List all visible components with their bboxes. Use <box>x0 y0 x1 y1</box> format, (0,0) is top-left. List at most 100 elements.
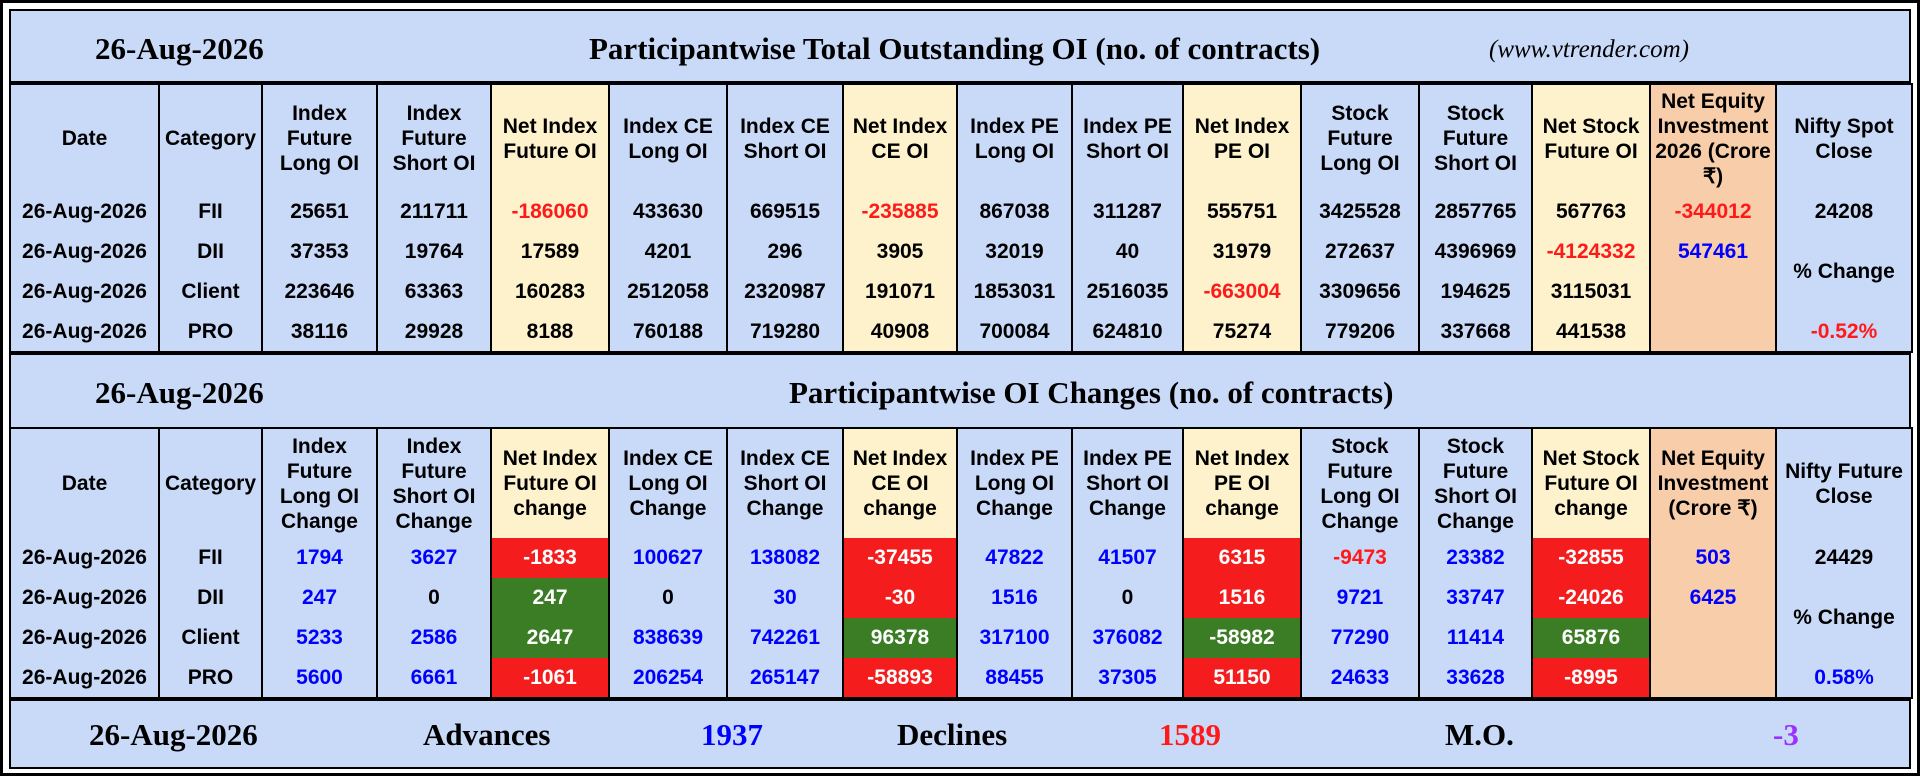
col-header: Index Future Short OI <box>376 84 492 192</box>
cell: 719280 <box>726 312 844 352</box>
cell: 2512058 <box>608 272 728 312</box>
cell: 0 <box>376 578 492 618</box>
col-header: Net Index PE OI change <box>1182 428 1302 538</box>
cell <box>1649 658 1777 698</box>
col-header: Stock Future Long OI <box>1300 84 1420 192</box>
cell: 38116 <box>261 312 378 352</box>
cell: 77290 <box>1300 618 1420 658</box>
cell: 555751 <box>1182 192 1302 232</box>
cell: 51150 <box>1182 658 1302 698</box>
cell: -32855 <box>1531 538 1651 578</box>
col-header: Category <box>158 84 263 192</box>
cell: 3309656 <box>1300 272 1420 312</box>
row-category: PRO <box>158 658 263 698</box>
cell: 272637 <box>1300 232 1420 272</box>
oi-changes-table: Date Category Index Future Long OI Chang… <box>9 427 1913 699</box>
cell: -58982 <box>1182 618 1302 658</box>
cell: 194625 <box>1418 272 1533 312</box>
cell: 2857765 <box>1418 192 1533 232</box>
cell: 33628 <box>1418 658 1533 698</box>
cell: 0 <box>608 578 728 618</box>
cell: 567763 <box>1531 192 1651 232</box>
cell: -37455 <box>842 538 958 578</box>
col-header: Net Index CE OI <box>842 84 958 192</box>
cell: -8995 <box>1531 658 1651 698</box>
col-header: Stock Future Short OI <box>1418 84 1533 192</box>
cell: 3425528 <box>1300 192 1420 232</box>
col-header: Net Equity Investment 2026 (Crore ₹) <box>1649 84 1777 192</box>
cell: 433630 <box>608 192 728 232</box>
row-category: FII <box>158 538 263 578</box>
cell: -1061 <box>490 658 610 698</box>
cell: 4201 <box>608 232 728 272</box>
cell: 5600 <box>261 658 378 698</box>
col-header: Net Equity Investment (Crore ₹) <box>1649 428 1777 538</box>
cell: -1833 <box>490 538 610 578</box>
table-row: 26-Aug-2026 DII 247 0 247 0 30 -30 1516 … <box>9 578 1913 658</box>
cell: 6425 <box>1649 578 1777 618</box>
cell: 160283 <box>490 272 610 312</box>
mo-value: -3 <box>1773 717 1799 752</box>
col-header: Net Index PE OI <box>1182 84 1302 192</box>
cell: 25651 <box>261 192 378 232</box>
cell: 8188 <box>490 312 610 352</box>
cell: -9473 <box>1300 538 1420 578</box>
cell: 6315 <box>1182 538 1302 578</box>
cell: 4396969 <box>1418 232 1533 272</box>
col-header: Index PE Short OI Change <box>1071 428 1184 538</box>
cell <box>1649 272 1777 312</box>
table-row: 26-Aug-2026 DII 37353 19764 17589 4201 2… <box>9 232 1913 312</box>
cell: 311287 <box>1071 192 1184 232</box>
cell: 441538 <box>1531 312 1651 352</box>
cell: -4124332 <box>1531 232 1651 272</box>
cell: 247 <box>261 578 378 618</box>
outstanding-oi-table: Date Category Index Future Long OI Index… <box>9 83 1913 353</box>
cell: 742261 <box>726 618 844 658</box>
col-header: Index CE Long OI <box>608 84 728 192</box>
header-row: Date Category Index Future Long OI Index… <box>9 84 1913 192</box>
col-header: Net Index Future OI <box>490 84 610 192</box>
col-header: Index Future Long OI Change <box>261 428 378 538</box>
nifty-future-value: 24429 <box>1775 538 1913 578</box>
nifty-change-value: -0.52% <box>1775 312 1913 352</box>
cell: 838639 <box>608 618 728 658</box>
col-header: Date <box>9 428 160 538</box>
cell: 2586 <box>376 618 492 658</box>
col-header: Index Future Long OI <box>261 84 378 192</box>
col-header: Index PE Long OI <box>956 84 1073 192</box>
cell: 1516 <box>956 578 1073 618</box>
cell: -58893 <box>842 658 958 698</box>
cell: 24633 <box>1300 658 1420 698</box>
cell: 2516035 <box>1071 272 1184 312</box>
col-header: Stock Future Long OI Change <box>1300 428 1420 538</box>
table-row: 26-Aug-2026 FII 25651 211711 -186060 433… <box>9 192 1913 232</box>
cell: 96378 <box>842 618 958 658</box>
cell: 1794 <box>261 538 378 578</box>
col-header: Nifty Future Close <box>1775 428 1913 538</box>
cell: 3627 <box>376 538 492 578</box>
row-date: 26-Aug-2026 <box>9 192 160 232</box>
cell: 5233 <box>261 618 378 658</box>
row-date: 26-Aug-2026 <box>9 538 160 578</box>
advances-value: 1937 <box>701 717 763 752</box>
cell: 30 <box>726 578 844 618</box>
col-header: Index PE Short OI <box>1071 84 1184 192</box>
nifty-change-label: % Change <box>1775 232 1913 312</box>
cell: 700084 <box>956 312 1073 352</box>
cell: 3905 <box>842 232 958 272</box>
cell: 65876 <box>1531 618 1651 658</box>
col-header: Index CE Long OI Change <box>608 428 728 538</box>
row-date: 26-Aug-2026 <box>9 578 160 618</box>
footer-date: 26-Aug-2026 <box>89 717 258 752</box>
cell <box>1649 312 1777 352</box>
cell: 31979 <box>1182 232 1302 272</box>
row-category: DII <box>158 578 263 618</box>
cell: 47822 <box>956 538 1073 578</box>
declines-label: Declines <box>897 717 1008 752</box>
row-date: 26-Aug-2026 <box>9 312 160 352</box>
section2-title-bar: 26-Aug-2026 Participantwise OI Changes (… <box>9 353 1911 429</box>
cell: 779206 <box>1300 312 1420 352</box>
cell: 40908 <box>842 312 958 352</box>
table-row: 26-Aug-2026 Client 223646 63363 160283 2… <box>9 272 1912 312</box>
cell: 211711 <box>376 192 492 232</box>
